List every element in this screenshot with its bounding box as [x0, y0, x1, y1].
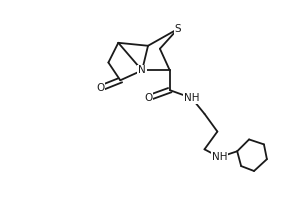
- Text: NH: NH: [184, 93, 200, 103]
- Text: S: S: [174, 24, 181, 34]
- Text: O: O: [96, 83, 105, 93]
- Text: NH: NH: [212, 152, 227, 162]
- Text: O: O: [144, 93, 152, 103]
- Text: N: N: [138, 65, 146, 75]
